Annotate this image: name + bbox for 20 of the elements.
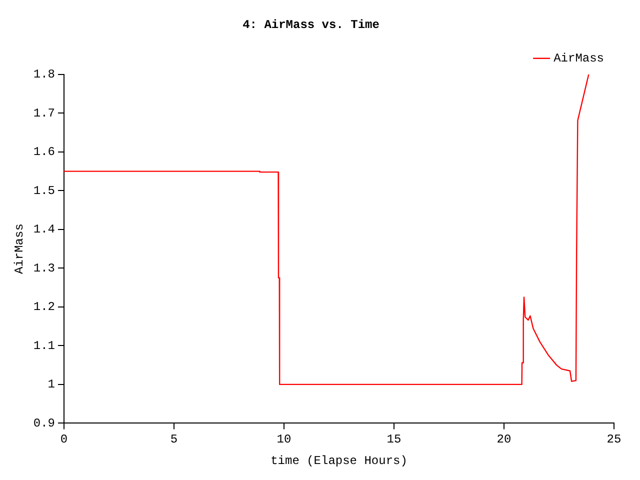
y-tick-label: 1.1 xyxy=(33,338,56,353)
x-tick-label: 10 xyxy=(276,432,292,447)
y-tick-label: 1.2 xyxy=(33,300,56,314)
y-tick-label: 1.5 xyxy=(33,184,56,198)
x-tick-label: 15 xyxy=(386,432,402,447)
x-tick-label: 5 xyxy=(170,432,178,447)
y-tick-label: 1.8 xyxy=(33,68,56,82)
x-tick-label: 20 xyxy=(496,432,512,447)
y-tick-label: 1.4 xyxy=(33,222,56,237)
chart-title: 4: AirMass vs. Time xyxy=(242,18,380,32)
y-tick-label: 1 xyxy=(48,378,56,392)
y-axis-title: AirMass xyxy=(12,224,26,274)
x-tick-label: 25 xyxy=(606,432,622,447)
legend-label: AirMass xyxy=(554,52,604,66)
y-tick-label: 1.7 xyxy=(33,106,56,120)
x-tick-label: 0 xyxy=(60,432,68,447)
y-tick-label: 1.6 xyxy=(33,145,56,160)
y-tick-label: 1.3 xyxy=(33,261,56,276)
y-tick-label: 0.9 xyxy=(33,416,56,430)
x-axis-title: time (Elapse Hours) xyxy=(270,454,408,468)
